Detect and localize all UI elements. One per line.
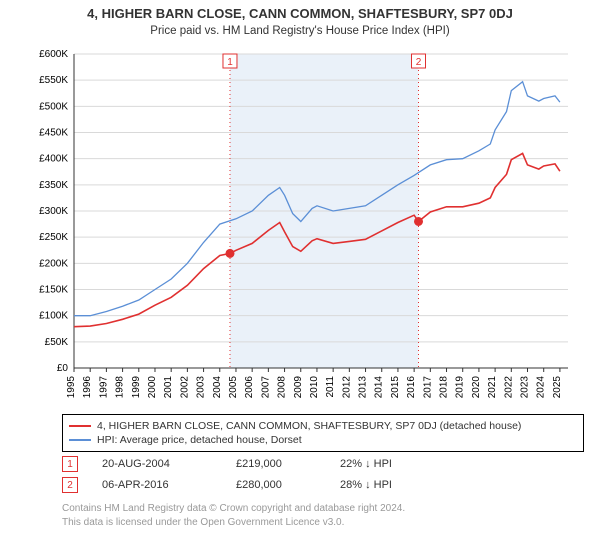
svg-text:£50K: £50K <box>45 337 69 348</box>
sales-row: 2 06-APR-2016 £280,000 28% ↓ HPI <box>62 475 430 496</box>
svg-text:2011: 2011 <box>325 376 336 398</box>
footnote-line: This data is licensed under the Open Gov… <box>62 516 405 530</box>
svg-text:1995: 1995 <box>66 376 77 399</box>
legend-row: HPI: Average price, detached house, Dors… <box>69 433 577 447</box>
svg-text:£350K: £350K <box>39 180 68 191</box>
svg-text:1998: 1998 <box>115 376 126 399</box>
sales-row: 1 20-AUG-2004 £219,000 22% ↓ HPI <box>62 454 430 475</box>
svg-text:2: 2 <box>416 57 422 68</box>
sale-diff: 28% ↓ HPI <box>340 475 430 496</box>
legend-swatch <box>69 439 91 441</box>
svg-text:2004: 2004 <box>212 376 223 399</box>
legend-text: HPI: Average price, detached house, Dors… <box>97 433 302 447</box>
svg-text:2013: 2013 <box>358 376 369 399</box>
svg-text:2014: 2014 <box>374 376 385 399</box>
svg-text:£0: £0 <box>57 363 69 374</box>
sale-diff: 22% ↓ HPI <box>340 454 430 475</box>
footnote: Contains HM Land Registry data © Crown c… <box>62 502 405 529</box>
legend-row: 4, HIGHER BARN CLOSE, CANN COMMON, SHAFT… <box>69 419 577 433</box>
svg-text:2024: 2024 <box>536 376 547 399</box>
title-block: 4, HIGHER BARN CLOSE, CANN COMMON, SHAFT… <box>0 0 600 37</box>
svg-text:1: 1 <box>227 57 233 68</box>
footnote-line: Contains HM Land Registry data © Crown c… <box>62 502 405 516</box>
svg-text:2007: 2007 <box>260 376 271 399</box>
legend-swatch <box>69 425 91 427</box>
svg-text:£300K: £300K <box>39 206 68 217</box>
svg-text:£450K: £450K <box>39 128 68 139</box>
sale-date: 06-APR-2016 <box>102 475 212 496</box>
sale-marker-icon: 2 <box>62 477 78 493</box>
sale-price: £280,000 <box>236 475 316 496</box>
svg-text:2012: 2012 <box>341 376 352 399</box>
svg-text:2019: 2019 <box>455 376 466 399</box>
svg-text:2010: 2010 <box>309 376 320 399</box>
svg-text:£200K: £200K <box>39 258 68 269</box>
chart-title-main: 4, HIGHER BARN CLOSE, CANN COMMON, SHAFT… <box>0 6 600 21</box>
chart-title-sub: Price paid vs. HM Land Registry's House … <box>0 25 600 37</box>
svg-text:£100K: £100K <box>39 311 68 322</box>
svg-text:2003: 2003 <box>196 376 207 399</box>
svg-text:2018: 2018 <box>439 376 450 399</box>
chart-area: £0 £50K £100K £150K £200K £250K £300K £350K £400… <box>24 48 580 408</box>
svg-text:2009: 2009 <box>293 376 304 399</box>
svg-text:£600K: £600K <box>39 49 68 60</box>
sales-table: 1 20-AUG-2004 £219,000 22% ↓ HPI 2 06-AP… <box>62 454 430 496</box>
svg-text:2006: 2006 <box>244 376 255 399</box>
svg-text:£550K: £550K <box>39 75 68 86</box>
svg-text:2005: 2005 <box>228 376 239 399</box>
svg-text:2023: 2023 <box>520 376 531 399</box>
svg-text:1997: 1997 <box>98 376 109 399</box>
svg-text:2021: 2021 <box>487 376 498 399</box>
svg-text:£250K: £250K <box>39 232 68 243</box>
svg-text:£500K: £500K <box>39 101 68 112</box>
svg-text:2000: 2000 <box>147 376 158 399</box>
svg-text:£150K: £150K <box>39 285 68 296</box>
sale-marker-icon: 1 <box>62 456 78 472</box>
svg-text:2015: 2015 <box>390 376 401 399</box>
svg-text:2001: 2001 <box>163 376 174 399</box>
chart-svg: £0 £50K £100K £150K £200K £250K £300K £350K £400… <box>24 48 580 408</box>
svg-text:2016: 2016 <box>406 376 417 399</box>
svg-text:2017: 2017 <box>422 376 433 399</box>
svg-text:1999: 1999 <box>131 376 142 399</box>
legend-text: 4, HIGHER BARN CLOSE, CANN COMMON, SHAFT… <box>97 419 521 433</box>
svg-text:2020: 2020 <box>471 376 482 399</box>
svg-text:1996: 1996 <box>82 376 93 399</box>
svg-text:2025: 2025 <box>552 376 563 399</box>
svg-text:2022: 2022 <box>503 376 514 399</box>
sale-date: 20-AUG-2004 <box>102 454 212 475</box>
svg-text:£400K: £400K <box>39 154 68 165</box>
svg-text:2008: 2008 <box>277 376 288 399</box>
svg-text:2002: 2002 <box>179 376 190 399</box>
sale-price: £219,000 <box>236 454 316 475</box>
legend: 4, HIGHER BARN CLOSE, CANN COMMON, SHAFT… <box>62 414 584 452</box>
